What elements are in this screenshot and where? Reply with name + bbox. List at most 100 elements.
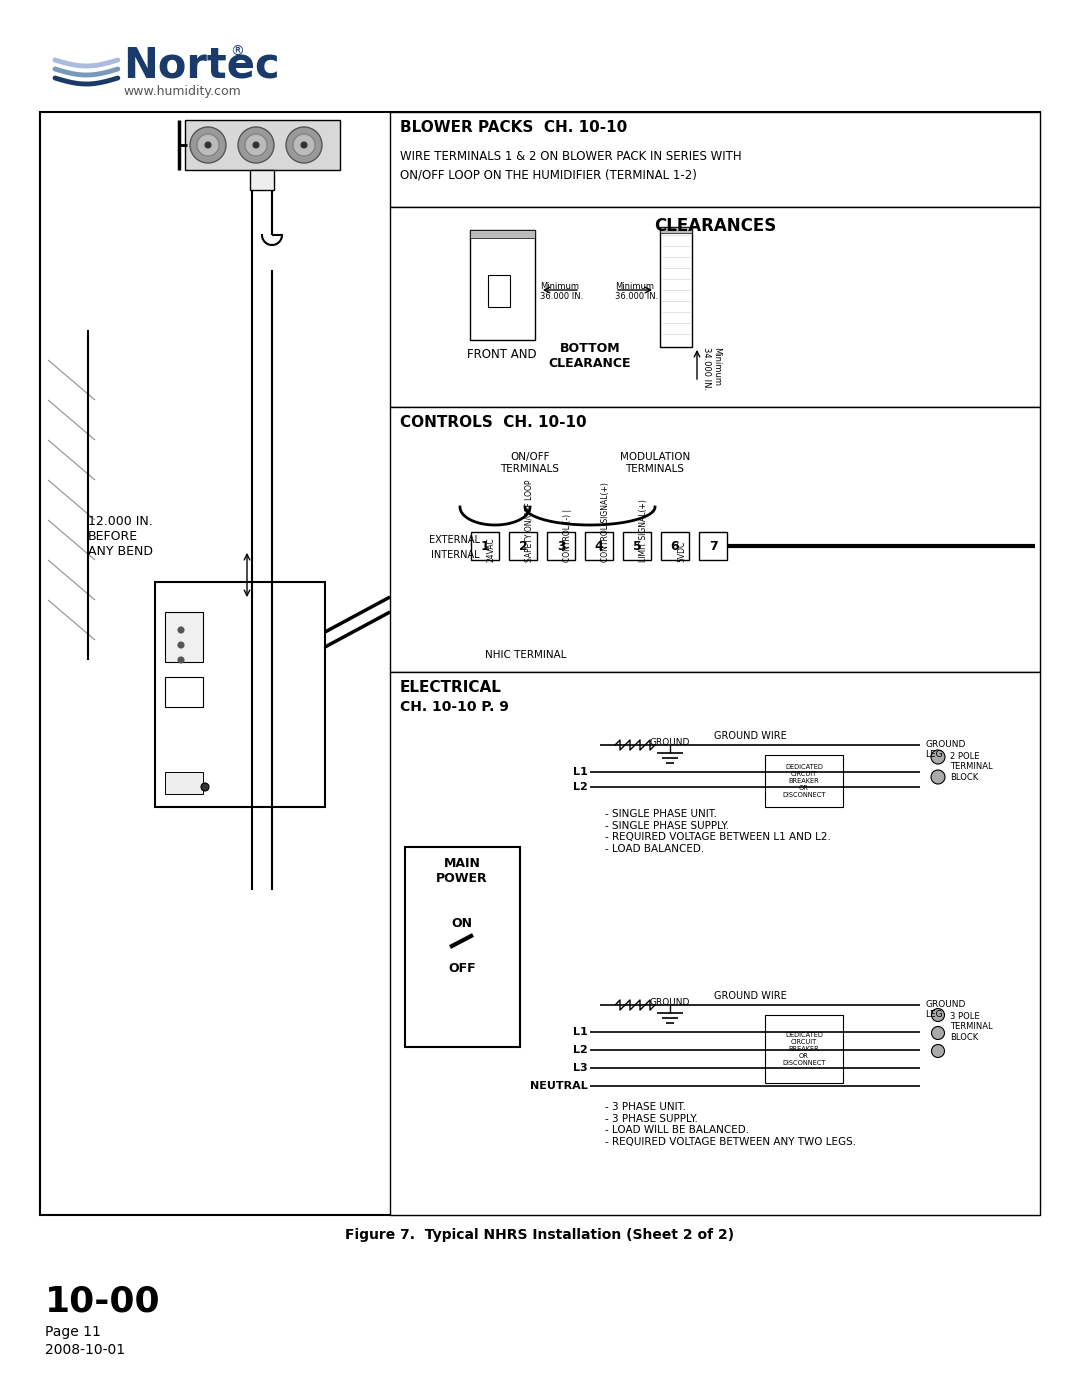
- Text: INTERNAL: INTERNAL: [431, 550, 480, 560]
- Circle shape: [205, 142, 211, 148]
- Text: CH. 10-10 P. 9: CH. 10-10 P. 9: [400, 700, 509, 714]
- Bar: [390, 407, 1040, 672]
- Circle shape: [238, 127, 274, 163]
- Bar: [470, 231, 535, 339]
- Text: CLEARANCE: CLEARANCE: [549, 358, 631, 370]
- Text: NEUTRAL: NEUTRAL: [530, 1081, 588, 1091]
- Text: GROUND
LEG: GROUND LEG: [924, 740, 966, 760]
- Text: DEDICATED
CIRCUIT
BREAKER
OR
DISCONNECT: DEDICATED CIRCUIT BREAKER OR DISCONNECT: [782, 764, 826, 798]
- Bar: [185, 120, 340, 170]
- Text: ON/OFF
TERMINALS: ON/OFF TERMINALS: [500, 453, 559, 474]
- Text: Figure 7.  Typical NHRS Installation (Sheet 2 of 2): Figure 7. Typical NHRS Installation (She…: [346, 1228, 734, 1242]
- Bar: [390, 672, 1040, 1215]
- Circle shape: [197, 134, 219, 156]
- Text: 3 POLE
TERMINAL
BLOCK: 3 POLE TERMINAL BLOCK: [950, 1011, 993, 1042]
- Text: GROUND: GROUND: [650, 997, 690, 1007]
- Text: GROUND
LEG: GROUND LEG: [924, 1000, 966, 1020]
- Text: Minimum
36.000 IN.: Minimum 36.000 IN.: [615, 282, 658, 302]
- Bar: [390, 112, 1040, 207]
- Bar: [249, 170, 274, 190]
- Bar: [471, 532, 499, 560]
- Text: WIRE TERMINALS 1 & 2 ON BLOWER PACK IN SERIES WITH: WIRE TERMINALS 1 & 2 ON BLOWER PACK IN S…: [400, 149, 742, 163]
- Circle shape: [286, 127, 322, 163]
- Text: ELECTRICAL: ELECTRICAL: [400, 680, 502, 694]
- Circle shape: [931, 1045, 945, 1058]
- Text: EXTERNAL: EXTERNAL: [429, 535, 480, 545]
- Circle shape: [253, 142, 259, 148]
- Text: CONTROL (-) |: CONTROL (-) |: [563, 509, 572, 562]
- Text: Nortec: Nortec: [123, 45, 280, 87]
- Text: 2: 2: [518, 539, 527, 552]
- Circle shape: [245, 134, 267, 156]
- Text: 4: 4: [595, 539, 604, 552]
- Text: LIMIT SIGNAL(+): LIMIT SIGNAL(+): [639, 499, 648, 562]
- Bar: [661, 532, 689, 560]
- Bar: [165, 678, 203, 707]
- Bar: [623, 532, 651, 560]
- Text: CLEARANCES: CLEARANCES: [653, 217, 777, 235]
- Text: 5VDC: 5VDC: [677, 541, 686, 562]
- Text: MAIN
POWER: MAIN POWER: [436, 856, 488, 886]
- Bar: [765, 1016, 843, 1083]
- Text: www.humidity.com: www.humidity.com: [123, 85, 241, 98]
- Text: GROUND WIRE: GROUND WIRE: [714, 731, 786, 740]
- Text: BOTTOM: BOTTOM: [559, 342, 620, 355]
- Bar: [390, 207, 1040, 407]
- Text: FRONT AND: FRONT AND: [468, 348, 537, 360]
- Bar: [660, 226, 692, 233]
- Text: CONTROL SIGNAL(+): CONTROL SIGNAL(+): [600, 482, 610, 562]
- Text: 24VAC: 24VAC: [487, 538, 496, 562]
- Text: L3: L3: [573, 1063, 588, 1073]
- Text: 2008-10-01: 2008-10-01: [45, 1343, 125, 1356]
- Circle shape: [178, 657, 184, 664]
- Text: L2: L2: [573, 1045, 588, 1055]
- Text: L2: L2: [573, 782, 588, 792]
- Bar: [165, 612, 203, 662]
- Text: L1: L1: [573, 1027, 588, 1037]
- Text: - SINGLE PHASE UNIT.
- SINGLE PHASE SUPPLY.
- REQUIRED VOLTAGE BETWEEN L1 AND L2: - SINGLE PHASE UNIT. - SINGLE PHASE SUPP…: [605, 809, 831, 854]
- Bar: [156, 583, 325, 807]
- Text: SAFETY ON/OFF LOOP: SAFETY ON/OFF LOOP: [525, 479, 534, 562]
- Bar: [546, 532, 575, 560]
- Text: 5: 5: [633, 539, 642, 552]
- Text: GROUND WIRE: GROUND WIRE: [714, 990, 786, 1002]
- Text: ON: ON: [451, 916, 473, 930]
- Bar: [585, 532, 613, 560]
- Circle shape: [178, 643, 184, 648]
- Bar: [699, 532, 727, 560]
- Bar: [765, 754, 843, 807]
- Bar: [509, 532, 537, 560]
- Text: Minimum
34.000 IN.: Minimum 34.000 IN.: [702, 346, 721, 390]
- Bar: [470, 231, 535, 237]
- Bar: [40, 112, 1040, 1215]
- Text: CONTROLS  CH. 10-10: CONTROLS CH. 10-10: [400, 415, 586, 430]
- Text: 3: 3: [556, 539, 565, 552]
- Circle shape: [201, 782, 210, 791]
- Circle shape: [931, 750, 945, 764]
- Bar: [405, 847, 519, 1046]
- Bar: [660, 226, 692, 346]
- Circle shape: [931, 1009, 945, 1021]
- Text: 2 POLE
TERMINAL
BLOCK: 2 POLE TERMINAL BLOCK: [950, 752, 993, 782]
- Circle shape: [931, 770, 945, 784]
- Text: MODULATION
TERMINALS: MODULATION TERMINALS: [620, 453, 690, 474]
- Circle shape: [190, 127, 226, 163]
- Text: 12.000 IN.
BEFORE
ANY BEND: 12.000 IN. BEFORE ANY BEND: [87, 515, 153, 557]
- Bar: [165, 773, 203, 793]
- Text: DEDICATED
CIRCUIT
BREAKER
OR
DISCONNECT: DEDICATED CIRCUIT BREAKER OR DISCONNECT: [782, 1032, 826, 1066]
- Text: - 3 PHASE UNIT.
- 3 PHASE SUPPLY.
- LOAD WILL BE BALANCED.
- REQUIRED VOLTAGE BE: - 3 PHASE UNIT. - 3 PHASE SUPPLY. - LOAD…: [605, 1102, 856, 1147]
- Bar: [488, 275, 510, 307]
- Text: GROUND: GROUND: [650, 738, 690, 747]
- Text: Minimum
36.000 IN.: Minimum 36.000 IN.: [540, 282, 583, 302]
- Text: Page 11: Page 11: [45, 1324, 100, 1338]
- Text: 10-00: 10-00: [45, 1285, 161, 1319]
- Text: L1: L1: [573, 767, 588, 777]
- Circle shape: [178, 627, 184, 633]
- Text: 7: 7: [708, 539, 717, 552]
- Circle shape: [931, 1027, 945, 1039]
- Circle shape: [293, 134, 315, 156]
- Text: ON/OFF LOOP ON THE HUMIDIFIER (TERMINAL 1-2): ON/OFF LOOP ON THE HUMIDIFIER (TERMINAL …: [400, 168, 697, 182]
- Text: BLOWER PACKS  CH. 10-10: BLOWER PACKS CH. 10-10: [400, 120, 627, 136]
- Text: NHIC TERMINAL: NHIC TERMINAL: [485, 650, 567, 659]
- Text: 1: 1: [481, 539, 489, 552]
